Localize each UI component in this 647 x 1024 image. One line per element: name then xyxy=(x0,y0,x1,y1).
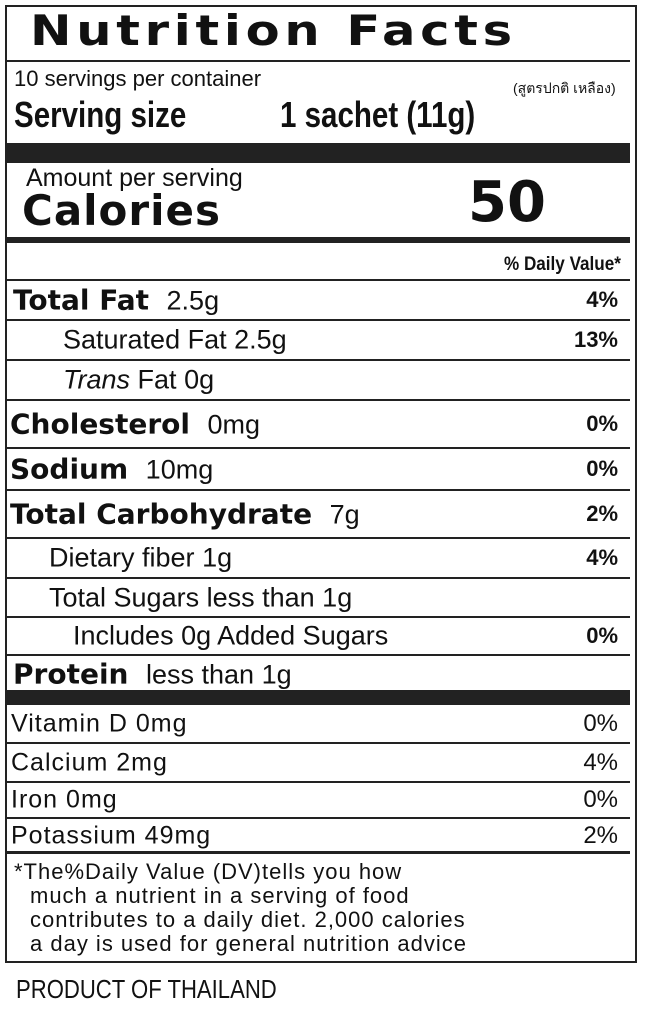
nutrient-label: Cholesterol 0mg xyxy=(10,408,260,441)
daily-value: 4% xyxy=(586,287,618,312)
vitamin-amount: 49mg xyxy=(144,821,212,849)
daily-value: 0% xyxy=(586,623,618,648)
vitamin-label: Calcium 2mg xyxy=(11,748,168,777)
title: Nutrition Facts xyxy=(30,6,517,55)
nutrient-label: Saturated Fat 2.5g xyxy=(63,325,287,356)
amount-label: Amount per serving xyxy=(26,164,243,192)
nutrient-label: Protein less than 1g xyxy=(13,657,292,690)
vitamin-name: Potassium xyxy=(11,821,137,849)
nutrient-amount: less than 1g xyxy=(206,582,353,612)
variant: (สูตรปกติ เหลือง) xyxy=(513,80,616,96)
vitamin-label: Iron 0mg xyxy=(11,786,118,815)
vitamin-label: Potassium 49mg xyxy=(11,821,211,850)
dv-header: % Daily Value* xyxy=(504,254,621,275)
nutrient-name: Includes 0g Added Sugars xyxy=(73,620,389,651)
daily-value: 2% xyxy=(583,821,618,849)
nutrient-row: Saturated Fat 2.5g 13% xyxy=(5,321,630,361)
nutrient-amount: 7g xyxy=(329,499,360,530)
daily-value: 4% xyxy=(586,545,618,570)
nutrient-name: Fat xyxy=(137,364,177,395)
nutrient-name: Cholesterol xyxy=(10,407,190,441)
nutrient-row: Total Fat 2.5g 4% xyxy=(5,281,630,321)
calories-value: 50 xyxy=(468,170,546,235)
nutrient-label: Trans Fat 0g xyxy=(63,365,214,396)
thick-rule xyxy=(5,690,630,705)
footnote: *The%Daily Value (DV)tells you how much a… xyxy=(14,860,467,956)
nutrient-amount: 1g xyxy=(202,542,233,573)
daily-value: 4% xyxy=(583,748,618,776)
nutrient-name: Saturated Fat xyxy=(63,324,227,355)
nutrient-row: Protein less than 1g xyxy=(5,656,630,691)
vitamin-row: Vitamin D 0mg 0% xyxy=(5,706,630,744)
vitamin-name: Iron xyxy=(11,785,59,814)
nutrient-name: Sodium xyxy=(10,452,129,486)
vitamin-row: Iron 0mg 0% xyxy=(5,783,630,819)
rule xyxy=(5,279,630,281)
nutrient-label: Dietary fiber 1g xyxy=(49,543,232,574)
nutrient-label: Includes 0g Added Sugars xyxy=(73,621,388,652)
nutrient-name: Protein xyxy=(13,657,129,690)
daily-value: 2% xyxy=(586,501,618,526)
vitamin-amount: 0mg xyxy=(135,709,188,738)
nutrient-amount: less than 1g xyxy=(146,659,292,689)
vitamin-amount: 0mg xyxy=(66,785,118,814)
nutrient-amount: 0mg xyxy=(207,409,261,440)
vitamin-amount: 2mg xyxy=(116,748,168,776)
origin: PRODUCT OF THAILAND xyxy=(16,974,277,1004)
thick-rule xyxy=(5,143,630,163)
nutrient-name: Total Fat xyxy=(13,283,150,317)
nutrient-name-italic: Trans xyxy=(63,364,131,395)
daily-value: 0% xyxy=(586,411,618,436)
vitamin-name: Vitamin D xyxy=(11,709,128,738)
daily-value: 0% xyxy=(583,710,618,737)
nutrient-label: Total Sugars less than 1g xyxy=(49,582,352,613)
nutrient-amount: 2.5g xyxy=(234,324,287,355)
nutrient-label: Total Fat 2.5g xyxy=(13,284,219,317)
servings: 10 servings per container xyxy=(14,66,262,91)
serving-size: 1 sachet (11g) xyxy=(280,94,476,135)
serving-size-label: Serving size xyxy=(14,94,187,135)
label-panel xyxy=(5,5,637,963)
nutrient-name: Dietary fiber xyxy=(49,542,195,573)
vitamin-row: Calcium 2mg 4% xyxy=(5,744,630,783)
nutrient-row: Total Carbohydrate 7g 2% xyxy=(5,491,630,539)
medium-rule xyxy=(5,237,630,243)
nutrient-row: Dietary fiber 1g 4% xyxy=(5,539,630,579)
medium-rule xyxy=(5,851,630,854)
nutrient-row: Total Sugars less than 1g xyxy=(5,579,630,618)
daily-value: 0% xyxy=(583,786,618,813)
calories-label: Calories xyxy=(22,186,222,235)
nutrient-name: Total Carbohydrate xyxy=(10,497,313,531)
nutrient-amount: 2.5g xyxy=(166,285,220,316)
nutrient-row: Sodium 10mg 0% xyxy=(5,449,630,491)
nutrient-label: Sodium 10mg xyxy=(10,453,213,486)
nutrient-row: Trans Fat 0g xyxy=(5,361,630,401)
vitamin-label: Vitamin D 0mg xyxy=(11,710,188,739)
nutrient-name: Total Sugars xyxy=(49,582,200,612)
vitamin-name: Calcium xyxy=(11,748,109,776)
nutrient-amount: 0g xyxy=(184,364,215,395)
daily-value: 13% xyxy=(573,327,618,352)
footnote-line: much a nutrient in a serving of food xyxy=(30,883,410,908)
footnote-line: a day is used for general nutrition advi… xyxy=(30,931,468,956)
daily-value: 0% xyxy=(586,456,618,481)
footnote-line: contributes to a daily diet. 2,000 calor… xyxy=(30,907,466,932)
nutrient-amount: 10mg xyxy=(145,454,214,485)
nutrient-row: Includes 0g Added Sugars 0% xyxy=(5,618,630,656)
nutrient-row: Cholesterol 0mg 0% xyxy=(5,401,630,449)
rule xyxy=(5,60,630,62)
footnote-line: *The%Daily Value (DV)tells you how xyxy=(14,859,403,884)
vitamin-row: Potassium 49mg 2% xyxy=(5,819,630,852)
nutrient-label: Total Carbohydrate 7g xyxy=(10,498,360,531)
